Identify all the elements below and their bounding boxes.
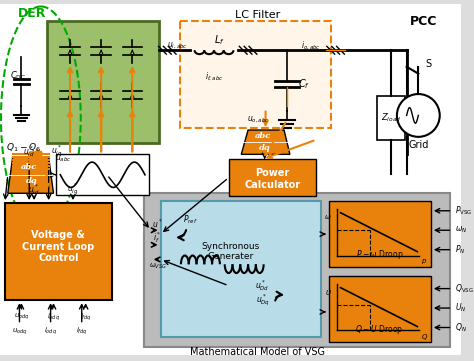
- Text: $i_{fdq}$: $i_{fdq}$: [76, 326, 88, 337]
- Text: DER: DER: [18, 7, 46, 20]
- Polygon shape: [241, 130, 290, 155]
- Text: $u^*_{Dd}$: $u^*_{Dd}$: [255, 278, 270, 293]
- Text: Control: Control: [38, 253, 79, 264]
- Polygon shape: [8, 157, 54, 193]
- Text: $C_{\rm DC}$: $C_{\rm DC}$: [10, 69, 26, 82]
- Text: $u_{o,abc}$: $u_{o,abc}$: [246, 115, 269, 125]
- Text: $i_{o,abc}$: $i_{o,abc}$: [301, 40, 321, 52]
- Text: $u^*_{iq}$: $u^*_{iq}$: [67, 182, 79, 197]
- Circle shape: [397, 94, 440, 137]
- Text: Voltage &: Voltage &: [31, 230, 85, 240]
- Text: $u^*_{iq}$: $u^*_{iq}$: [51, 144, 62, 159]
- Text: $u^*_{id}$: $u^*_{id}$: [23, 144, 35, 159]
- Text: $i_{fdq}$: $i_{fdq}$: [80, 311, 91, 323]
- Text: $C_f$: $C_f$: [299, 77, 310, 91]
- Text: $Z_{load}$: $Z_{load}$: [381, 111, 401, 123]
- Text: $Q$: $Q$: [421, 332, 428, 342]
- Bar: [377, 96, 405, 140]
- Text: $P_N$: $P_N$: [456, 243, 466, 256]
- Text: Current Loop: Current Loop: [22, 242, 94, 252]
- Text: $Q_1-Q_6$: $Q_1-Q_6$: [6, 141, 41, 154]
- Bar: [228, 159, 316, 196]
- Text: Synchronous: Synchronous: [201, 242, 260, 251]
- Text: abc: abc: [21, 163, 37, 171]
- Bar: [47, 21, 159, 143]
- Bar: [161, 201, 321, 337]
- Text: $Q-U$ Droop: $Q-U$ Droop: [356, 323, 403, 336]
- Text: $Q_{\rm VSG}$: $Q_{\rm VSG}$: [456, 282, 474, 295]
- Text: $i_f^*$: $i_f^*$: [154, 231, 162, 245]
- Text: $u^*_{id}$: $u^*_{id}$: [28, 182, 40, 197]
- Text: $P-\omega$ Droop: $P-\omega$ Droop: [356, 248, 403, 261]
- Text: dq: dq: [259, 144, 271, 152]
- Text: Calculator: Calculator: [244, 179, 301, 190]
- Text: $u_{odq}$: $u_{odq}$: [12, 326, 27, 337]
- Bar: [56, 155, 149, 195]
- Text: $u_{abc}$: $u_{abc}$: [55, 154, 72, 165]
- Text: $i_{f,abc}$: $i_{f,abc}$: [205, 70, 223, 83]
- Text: $u_{odq}$: $u_{odq}$: [14, 312, 29, 322]
- Text: $u^*_{Dq}$: $u^*_{Dq}$: [255, 292, 270, 308]
- Bar: [329, 201, 431, 267]
- Bar: [144, 193, 450, 347]
- Text: $P_{\rm VSG}$: $P_{\rm VSG}$: [456, 205, 473, 217]
- Text: Grid: Grid: [408, 140, 428, 149]
- Bar: [180, 21, 331, 128]
- Text: LC Filter: LC Filter: [235, 10, 281, 20]
- Bar: [5, 203, 112, 300]
- Text: $u^*$: $u^*$: [152, 217, 163, 230]
- Text: PCC: PCC: [410, 14, 437, 27]
- Text: $u_{i,abc}$: $u_{i,abc}$: [167, 41, 187, 52]
- Text: $U$: $U$: [325, 288, 332, 297]
- Text: $P_{ref}$: $P_{ref}$: [183, 213, 198, 226]
- Text: $\omega_N$: $\omega_N$: [456, 225, 467, 235]
- Bar: [329, 276, 431, 342]
- Text: abc: abc: [255, 132, 271, 140]
- Text: Mathematical Model of VSG: Mathematical Model of VSG: [190, 347, 325, 357]
- Text: $p$: $p$: [421, 257, 428, 266]
- Text: $U_N$: $U_N$: [456, 302, 467, 314]
- Text: $Q_N$: $Q_N$: [456, 321, 467, 334]
- Text: $L_f$: $L_f$: [214, 34, 224, 47]
- Text: Power: Power: [255, 168, 290, 178]
- Text: Generater: Generater: [208, 252, 254, 261]
- Text: $i_{odq}$: $i_{odq}$: [47, 311, 60, 323]
- Text: dq: dq: [26, 177, 38, 184]
- Text: S: S: [425, 59, 431, 69]
- Text: $\omega$: $\omega$: [324, 213, 332, 221]
- Text: $i_{odq}$: $i_{odq}$: [44, 326, 57, 337]
- Text: $\omega_{VSG}$: $\omega_{VSG}$: [149, 262, 166, 271]
